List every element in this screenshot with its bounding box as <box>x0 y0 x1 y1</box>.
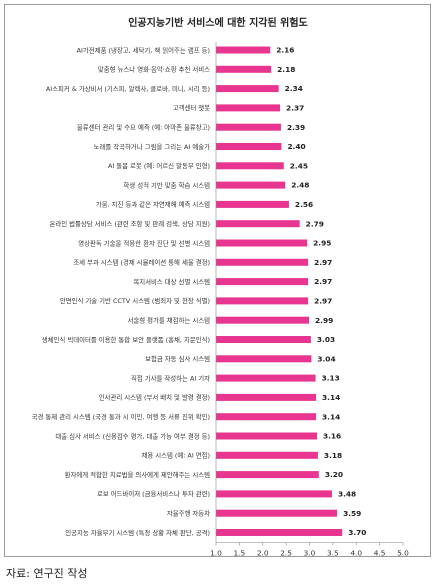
category-label: AI스피커 & 가상비서 (기스피, 알렉사, 클로바, 미니, 시리 등) <box>46 84 210 93</box>
category-label: 인사관리 시스템 (부서 배치 및 발령 결정) <box>99 393 210 402</box>
bar <box>216 471 319 479</box>
value-label: 2.99 <box>315 316 333 325</box>
category-label: 영상판독 기술을 적용한 환자 진단 및 선별 시스템 <box>78 238 210 247</box>
bar <box>216 143 282 150</box>
category-label: 물류센터 관리 및 수요 예측 (예: 아마존 물류창고) <box>77 123 210 132</box>
value-label: 3.04 <box>317 354 335 363</box>
bar <box>216 432 317 440</box>
bar <box>216 85 279 93</box>
x-tick-label: 2.5 <box>280 549 292 558</box>
value-label: 2.45 <box>290 161 308 170</box>
bars-group: AI가전제품 (냉장고, 세탁기, 책 읽어주는 램프 등) 2.16 맞춤형 뉴스… <box>32 45 367 537</box>
category-label: 보험금 자동 심사 시스템 <box>145 354 210 363</box>
x-tick-label: 3.5 <box>327 549 339 558</box>
x-tick-label: 3.0 <box>304 549 316 558</box>
category-label: 직접 기사를 작성하는 AI 기자 <box>131 373 210 382</box>
bar <box>216 393 317 401</box>
bar <box>216 490 332 498</box>
value-label: 2.56 <box>295 200 313 209</box>
category-label: 채용 시스템 (예: AI 면접) <box>141 451 210 460</box>
category-label: 국경 통제 관리 시스템 (국경 통과 시 이민, 여행 등 서류 진위 확인) <box>32 412 210 421</box>
bar <box>216 451 318 459</box>
chart-title: 인공지능기반 서비스에 대한 지각된 위험도 <box>128 16 308 29</box>
value-label: 2.79 <box>306 219 324 228</box>
bar <box>216 529 343 536</box>
value-label: 2.37 <box>286 104 304 113</box>
category-label: 학생 성적 기반 맞춤 학습 시스템 <box>123 180 210 189</box>
value-label: 2.40 <box>287 142 305 151</box>
value-label: 2.16 <box>276 46 294 55</box>
value-label: 3.03 <box>317 335 335 344</box>
bar <box>216 123 281 131</box>
category-label: 맞춤형 뉴스나 영화·음악·쇼핑 추천 서비스 <box>98 65 210 74</box>
bar <box>216 200 289 208</box>
x-tick-label: 5.0 <box>397 549 409 558</box>
bar <box>216 374 316 382</box>
value-label: 3.18 <box>324 451 342 460</box>
category-label: 생체인식 빅데이터를 이용한 통합 보안 플랫폼 (홍채, 지문인식) <box>42 335 210 344</box>
bar <box>216 104 281 112</box>
value-label: 3.16 <box>323 432 341 441</box>
value-label: 3.70 <box>348 528 366 537</box>
value-label: 3.20 <box>325 470 343 479</box>
bar <box>216 316 310 324</box>
bar <box>216 278 309 286</box>
x-tick-label: 4.0 <box>350 549 362 558</box>
bar <box>216 181 286 189</box>
chart-frame: 인공지능기반 서비스에 대한 지각된 위험도 AI가전제품 (냉장고, 세탁기,… <box>4 4 431 558</box>
bar <box>216 297 309 305</box>
category-label: 고객센터 챗봇 <box>173 103 210 112</box>
category-label: 노래를 작곡하거나 그림을 그리는 AI 예술가 <box>94 142 210 151</box>
category-label: 환자에게 적합한 치료법을 의사에게 제안해주는 시스템 <box>65 470 211 479</box>
value-label: 3.59 <box>343 509 361 518</box>
bar <box>216 65 272 73</box>
x-tick-label: 1.5 <box>233 549 245 558</box>
bar <box>216 258 309 266</box>
x-tick-label: 1.0 <box>210 549 222 558</box>
value-label: 2.34 <box>285 84 303 93</box>
value-label: 3.48 <box>338 490 356 499</box>
value-label: 3.14 <box>322 412 340 421</box>
value-label: 2.97 <box>314 277 332 286</box>
value-label: 3.13 <box>322 374 340 383</box>
bar <box>216 509 338 517</box>
category-label: 대출 심사 서비스 (신용점수 평가, 대출 가능 여부 결정 등) <box>55 431 210 440</box>
category-label: AI가전제품 (냉장고, 세탁기, 책 읽어주는 램프 등) <box>77 45 210 54</box>
category-label: 서술형 평가를 채점하는 시스템 <box>127 316 210 325</box>
category-label: 복지서비스 대상 선별 시스템 <box>133 277 210 286</box>
category-label: 조세 부과 시스템 (경제 시뮬레이션 통해 세율 결정) <box>73 258 210 267</box>
value-label: 2.48 <box>291 181 309 190</box>
x-tick-label: 4.5 <box>374 549 386 558</box>
bar <box>216 46 271 54</box>
value-label: 2.95 <box>313 239 331 248</box>
bar <box>216 239 308 247</box>
bar <box>216 413 317 421</box>
value-label: 2.39 <box>287 123 305 132</box>
value-label: 2.18 <box>277 65 295 74</box>
category-label: 로보 어드바이저 (금융서비스나 투자 관련) <box>97 489 210 498</box>
bar <box>216 355 312 363</box>
x-tick-label: 2.0 <box>257 549 269 558</box>
category-label: AI 돌봄 로봇 (예: 어르신 말동무 인형) <box>108 161 210 170</box>
bar <box>216 336 311 343</box>
source-note: 자료: 연구진 작성 <box>6 567 88 580</box>
category-label: 온라인 법률상담 서비스 (관련 조항 및 판례 검색, 상담 지원) <box>49 219 210 228</box>
x-axis: 1.0 1.5 2.0 2.5 3.0 3.5 4.0 4.5 5.0 <box>210 42 409 558</box>
bar <box>216 162 284 170</box>
value-label: 2.97 <box>314 297 332 306</box>
category-label: 안면인식 기술 기반 CCTV 시스템 (범죄자 및 현장 식별) <box>60 296 210 305</box>
category-label: 자율주행 자동차 <box>167 509 210 518</box>
value-label: 3.14 <box>322 393 340 402</box>
category-label: 인공지능 자율무기 시스템 (특정 상황 자체 판단, 공격) <box>65 528 210 537</box>
bar <box>216 220 300 228</box>
category-label: 가뭄, 지진 등과 같은 자연재해 예측 시스템 <box>96 200 210 209</box>
chart-svg: 인공지능기반 서비스에 대한 지각된 위험도 AI가전제품 (냉장고, 세탁기,… <box>32 16 410 558</box>
value-label: 2.97 <box>314 258 332 267</box>
